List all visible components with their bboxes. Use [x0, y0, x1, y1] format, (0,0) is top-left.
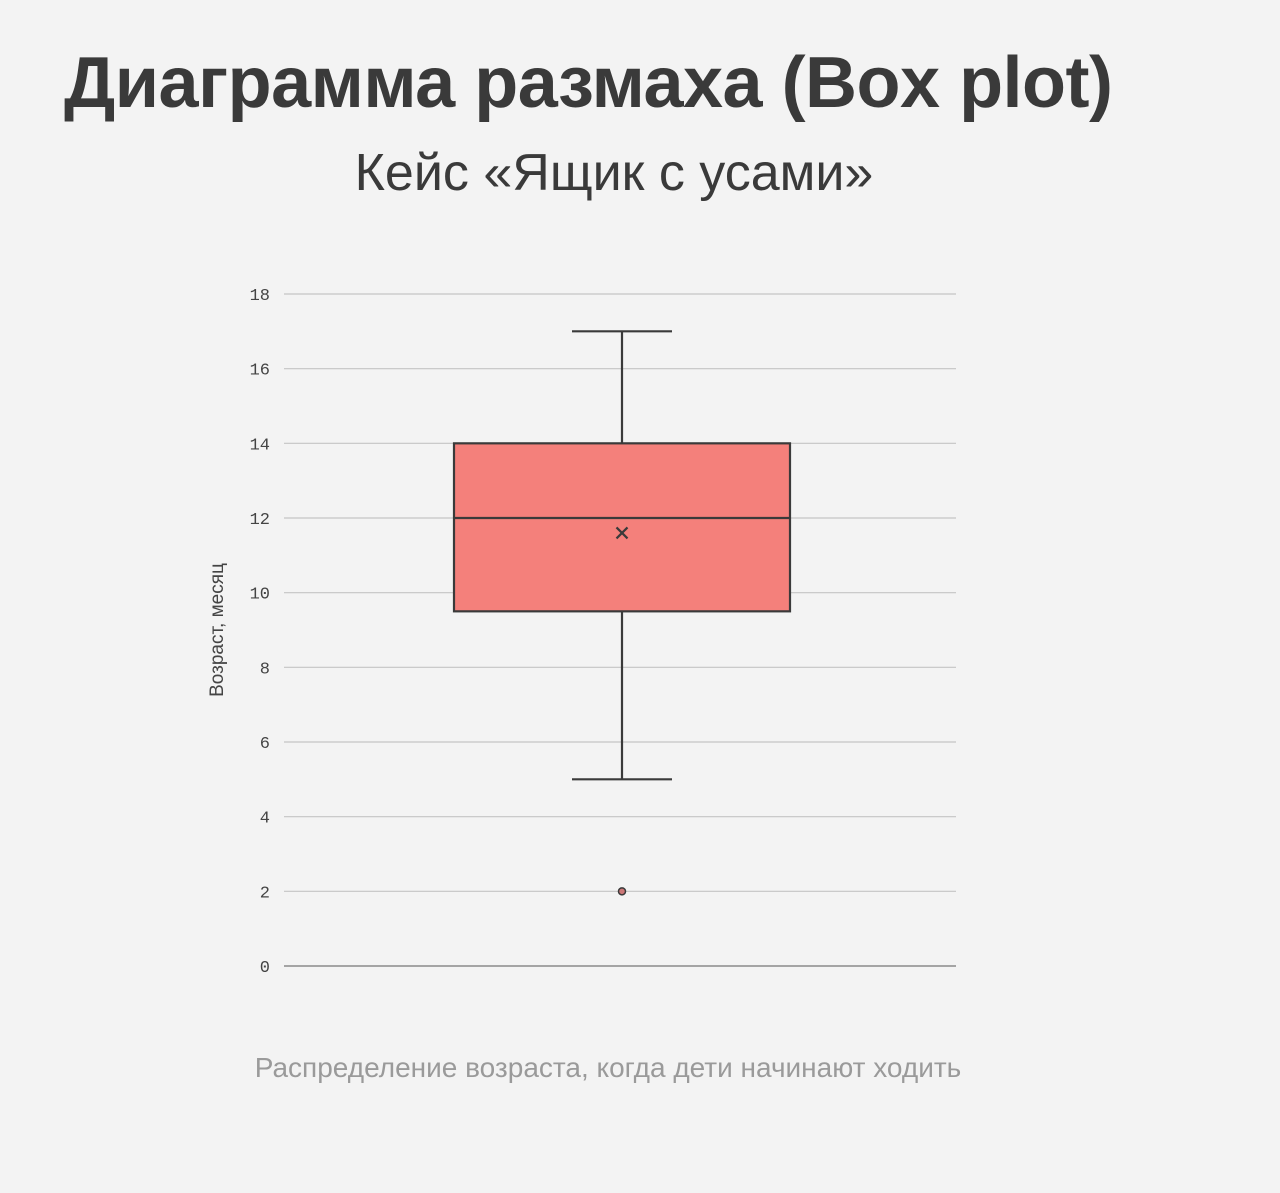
y-tick-label: 8 [260, 660, 270, 679]
y-tick-label: 2 [260, 884, 270, 903]
outlier-point [617, 887, 627, 896]
chart-caption: Распределение возраста, когда дети начин… [254, 1052, 962, 1083]
y-axis-label: Возраст, месяц [207, 563, 228, 697]
y-tick-label: 18 [250, 287, 270, 306]
y-tick-label: 16 [250, 362, 270, 381]
mean-marker [615, 526, 629, 540]
page-subtitle: Кейс «Ящик с усами» [354, 144, 874, 202]
y-tick-labels: 0 2 4 6 8 10 12 14 16 18 [250, 287, 270, 978]
y-tick-label: 0 [260, 959, 270, 978]
page-title: Диаграмма размаха (Box plot) [64, 43, 1113, 123]
box-series [452, 330, 792, 896]
y-tick-label: 10 [250, 586, 270, 605]
grid-lines [284, 293, 956, 967]
y-tick-label: 14 [250, 436, 270, 455]
y-tick-label: 4 [260, 810, 270, 829]
box-iqr [452, 442, 792, 613]
y-tick-label: 12 [250, 511, 270, 530]
y-tick-label: 6 [260, 735, 270, 754]
